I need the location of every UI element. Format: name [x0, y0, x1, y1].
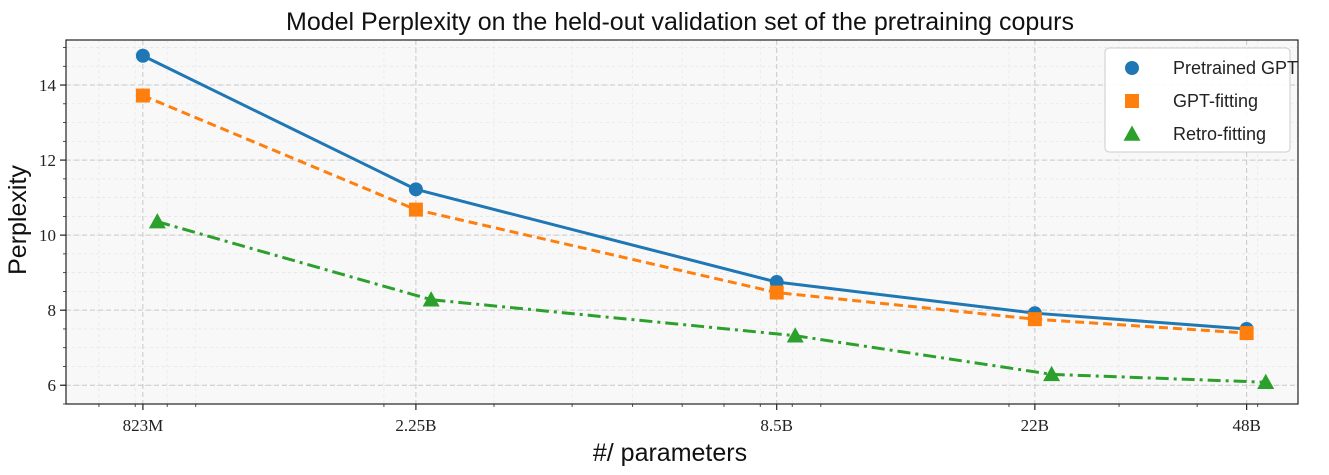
- series-retro-fitting: [148, 213, 1275, 390]
- data-point-gpt-fitting: [135, 88, 150, 103]
- data-point-pretrained-gpt: [408, 182, 423, 197]
- y-tick-label: 12: [39, 151, 56, 170]
- legend-item-retro-fitting: Retro-fitting: [1123, 124, 1266, 144]
- data-point-pretrained-gpt: [135, 48, 150, 63]
- grid-lines: [66, 40, 1298, 405]
- legend-box: [1104, 47, 1291, 153]
- y-tick-label: 6: [48, 376, 57, 395]
- data-point-gpt-fitting: [1027, 312, 1042, 327]
- legend-label-pretrained-gpt: Pretrained GPT: [1173, 58, 1298, 78]
- legend-marker-retro-fitting: [1123, 125, 1141, 141]
- legend: Pretrained GPT GPT-fitting Retro-fitting: [1104, 47, 1298, 153]
- legend-label-gpt-fitting: GPT-fitting: [1173, 91, 1258, 111]
- series-gpt-fitting: [135, 88, 1254, 341]
- y-axis-label: Perplexity: [4, 165, 32, 275]
- x-tick-label: 2.25B: [395, 416, 436, 435]
- x-tick-label: 8.5B: [760, 416, 793, 435]
- axis-ticks: 6 8 10 12 14 823M 2.25B 8.5B 22B 48B: [39, 47, 1261, 435]
- data-point-retro-fitting: [1043, 365, 1061, 382]
- legend-label-retro-fitting: Retro-fitting: [1173, 124, 1266, 144]
- data-point-retro-fitting: [422, 291, 440, 307]
- data-point-retro-fitting: [1257, 373, 1275, 390]
- series-layer: [135, 48, 1275, 390]
- legend-marker-gpt-fitting: [1125, 94, 1139, 108]
- y-tick-label: 8: [48, 301, 57, 320]
- data-point-gpt-fitting: [408, 202, 423, 217]
- data-point-gpt-fitting: [1239, 326, 1254, 341]
- legend-item-gpt-fitting: GPT-fitting: [1125, 91, 1258, 111]
- legend-item-pretrained-gpt: Pretrained GPT: [1125, 58, 1298, 78]
- x-axis-label: #/ parameters: [593, 439, 747, 467]
- data-point-gpt-fitting: [769, 285, 784, 300]
- chart-title: Model Perplexity on the held-out validat…: [286, 8, 1074, 36]
- data-point-pretrained-gpt: [769, 275, 784, 290]
- legend-marker-pretrained-gpt: [1125, 61, 1139, 75]
- x-tick-label: 823M: [123, 416, 164, 435]
- y-tick-label: 14: [39, 76, 57, 95]
- x-tick-label: 22B: [1021, 416, 1049, 435]
- data-point-retro-fitting: [148, 213, 166, 229]
- data-point-retro-fitting: [786, 327, 804, 343]
- x-tick-label: 48B: [1232, 416, 1260, 435]
- y-tick-label: 10: [39, 226, 56, 245]
